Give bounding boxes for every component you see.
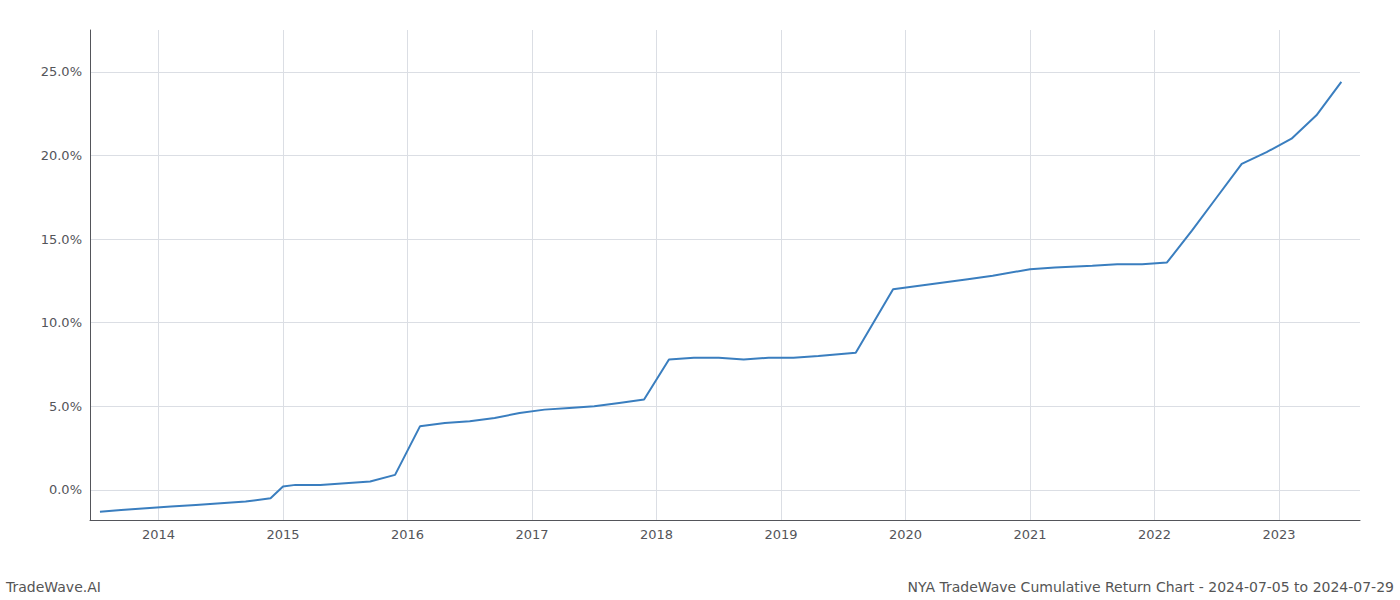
svg-text:TradeWave.AI: TradeWave.AI [5, 579, 101, 595]
svg-text:NYA TradeWave Cumulative Retur: NYA TradeWave Cumulative Return Chart - … [907, 579, 1394, 595]
svg-text:2014: 2014 [142, 527, 175, 542]
svg-text:2015: 2015 [266, 527, 299, 542]
svg-text:2018: 2018 [640, 527, 673, 542]
svg-text:2019: 2019 [764, 527, 797, 542]
svg-text:2016: 2016 [391, 527, 424, 542]
svg-text:20.0%: 20.0% [41, 148, 82, 163]
svg-text:10.0%: 10.0% [41, 315, 82, 330]
svg-text:2017: 2017 [515, 527, 548, 542]
svg-text:5.0%: 5.0% [49, 399, 82, 414]
svg-text:2022: 2022 [1138, 527, 1171, 542]
svg-text:0.0%: 0.0% [49, 482, 82, 497]
svg-text:25.0%: 25.0% [41, 64, 82, 79]
svg-text:2020: 2020 [889, 527, 922, 542]
svg-text:15.0%: 15.0% [41, 232, 82, 247]
svg-text:2021: 2021 [1014, 527, 1047, 542]
svg-text:2023: 2023 [1263, 527, 1296, 542]
